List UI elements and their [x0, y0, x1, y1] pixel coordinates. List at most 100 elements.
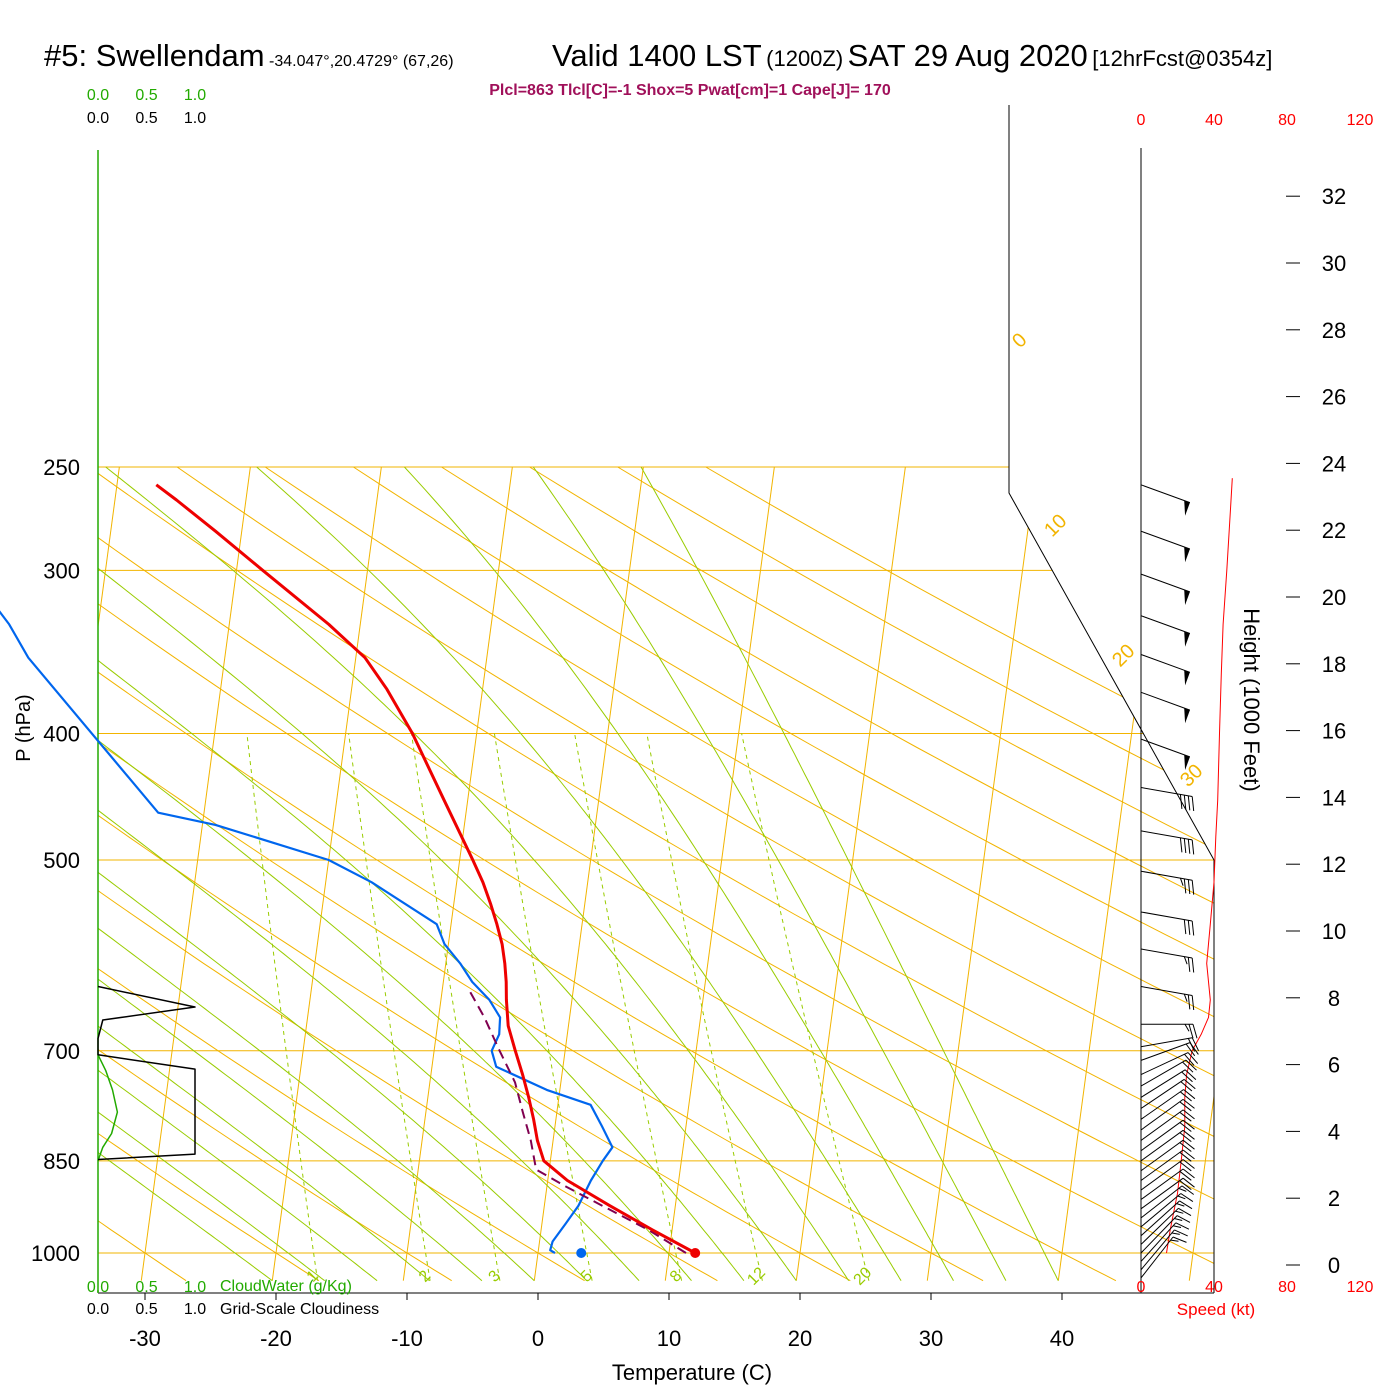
isotherm-line [1057, 466, 1168, 1281]
moist-adiabat-line [640, 466, 1059, 1281]
wind-barb-feather [1178, 1207, 1192, 1217]
wind-barb-feather [1179, 1111, 1192, 1122]
zulu-time: (1200Z) [766, 46, 844, 71]
x-tick-label: 40 [1050, 1326, 1074, 1351]
wind-barb-feather [1191, 796, 1195, 812]
x-tick-label: -20 [260, 1326, 292, 1351]
station-name: #5: Swellendam [44, 38, 265, 73]
valid-time: Valid 1400 LST [552, 38, 762, 73]
wind-barb-staff [1140, 1037, 1193, 1048]
isotherm-line [140, 466, 251, 1281]
cloudiness-tick-label-top: 0.5 [135, 110, 157, 127]
isotherm-line [402, 466, 513, 1281]
diagnostics-text: Plcl=863 Tlcl[C]=-1 Shox=5 Pwat[cm]=1 Ca… [489, 82, 891, 99]
height-tick-label: 30 [1322, 251, 1346, 276]
height-tick-label: 2 [1328, 1186, 1340, 1211]
dry-adiabat-line [705, 466, 1214, 1282]
wind-barb-staff [1140, 1139, 1184, 1172]
wind-barb-feather [1191, 880, 1195, 895]
chart-background-lines [98, 466, 1214, 1282]
wind-barb-feather [1183, 838, 1187, 854]
wind-barb [1140, 1177, 1195, 1210]
dry-adiabat-line [529, 466, 1214, 1282]
pressure-tick-label: 300 [43, 558, 80, 583]
dry-adiabat-line [98, 466, 320, 1282]
wind-barb-feather [1191, 920, 1195, 936]
height-tick-label: 18 [1322, 652, 1346, 677]
wind-barb-pennant [1184, 631, 1190, 647]
wind-barb [1140, 1023, 1198, 1039]
cloudwater-tick-label-bottom: 1.0 [184, 1279, 206, 1296]
wind-barb [1140, 691, 1191, 724]
wind-barb-feather [1172, 1225, 1182, 1228]
wind-barb-staff [1140, 484, 1191, 504]
wind-barb [1140, 1089, 1196, 1120]
isotherm-line [795, 466, 906, 1281]
height-tick-label: 10 [1322, 919, 1346, 944]
wind-barb-staff [1140, 1119, 1184, 1152]
wind-barb-staff [1140, 530, 1191, 550]
wind-barb-staff [1140, 1168, 1184, 1200]
wind-barb-feather [1182, 1159, 1195, 1169]
wind-barb [1140, 1069, 1197, 1098]
cloudiness-line [97, 985, 196, 1161]
height-tick-label: 16 [1322, 719, 1346, 744]
wind-barb-feather [1185, 1043, 1196, 1057]
wind-barb [1140, 911, 1195, 936]
wind-barb-feather [1187, 795, 1191, 811]
wind-barb-feather [1172, 1236, 1187, 1243]
height-tick-label: 8 [1328, 986, 1340, 1011]
cloudwater-tick-label-bottom: 0.5 [135, 1279, 157, 1296]
wind-barb [1140, 870, 1195, 895]
wind-barb-staff [1140, 870, 1193, 881]
wind-barb-feather [1182, 1149, 1195, 1160]
wind-barb-feather [1191, 957, 1195, 973]
speed-tick-label-bottom: 40 [1205, 1279, 1223, 1296]
wind-barb [1140, 1215, 1191, 1254]
wind-barb [1140, 786, 1195, 812]
station-coords: -34.047°,20.4729° (67,26) [269, 53, 454, 70]
wind-barb-staff [1140, 1222, 1177, 1262]
wind-barb-staff [1140, 986, 1193, 996]
dry-adiabat-line [98, 466, 187, 1282]
speed-tick-label-top: 0 [1137, 112, 1146, 129]
pressure-tick-label: 700 [43, 1039, 80, 1064]
wind-barb-feather [1179, 1170, 1192, 1181]
wind-barb-feather [1185, 1059, 1197, 1071]
pressure-tick-label: 1000 [31, 1241, 80, 1266]
wind-barb-staff [1140, 1052, 1189, 1076]
pressure-tick-label: 850 [43, 1149, 80, 1174]
wind-barb-feather [1182, 1061, 1194, 1073]
wind-barb-feather [1179, 1101, 1192, 1112]
wind-barb [1140, 1207, 1192, 1245]
dry-adiabat-label: 0 [1008, 329, 1031, 352]
wind-barb-feather [1179, 1142, 1192, 1152]
moist-adiabat-line [98, 466, 430, 1282]
surface-dewpoint-marker [576, 1248, 587, 1258]
wind-barb-feather [1170, 1239, 1179, 1242]
wind-barb-feather [1178, 1187, 1187, 1192]
wind-barb-feather [1187, 957, 1191, 972]
wind-barb [1140, 1193, 1194, 1228]
wind-barb-staff [1140, 738, 1191, 758]
wind-barb [1140, 1109, 1195, 1141]
wind-barb-feather [1179, 1091, 1192, 1102]
wind-barb-staff [1140, 1193, 1182, 1228]
mixing-ratio-line [246, 733, 318, 1281]
dry-adiabat-line [98, 466, 452, 1282]
wind-barb [1140, 1236, 1187, 1279]
pressure-tick-label: 250 [43, 455, 80, 480]
wind-barb-feather [1182, 1119, 1195, 1130]
wind-barb-staff [1140, 573, 1191, 593]
wind-barb-feather [1184, 1053, 1195, 1066]
wind-barb-feather [1182, 1177, 1195, 1188]
moist-adiabat-line [98, 477, 326, 1282]
wind-barb-feather [1176, 1215, 1191, 1223]
wind-barb-staff [1140, 691, 1191, 711]
wind-barb-staff [1140, 1229, 1175, 1271]
wind-barb [1140, 1098, 1195, 1131]
moist-adiabat-line [98, 466, 797, 1281]
dry-adiabat-line [98, 466, 1214, 1282]
wind-barb-staff [1140, 1069, 1186, 1098]
wind-barb-staff [1140, 615, 1191, 634]
